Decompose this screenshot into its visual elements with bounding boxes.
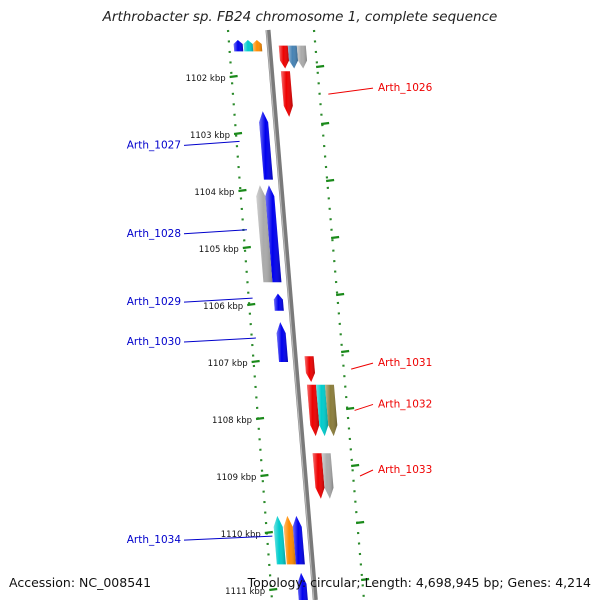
backbone-group — [265, 29, 318, 600]
gene-feature-shade — [321, 453, 334, 499]
ruler-tick-right — [345, 406, 355, 411]
map-title: Arthrobacter sp. FB24 chromosome 1, comp… — [102, 9, 498, 25]
backbone-line — [265, 29, 318, 600]
ruler-label: 1105 kbp — [199, 245, 239, 255]
ruler-tick-left — [251, 359, 260, 364]
ruler-tick-right — [315, 64, 325, 69]
ruler-tick-left — [238, 188, 247, 193]
ruler-tick-left — [233, 131, 243, 136]
gene-feature-shade — [259, 111, 273, 180]
gene-feature-shade — [287, 45, 299, 69]
ruler-label: 1110 kbp — [221, 530, 261, 540]
gene-label: Arth_1032 — [378, 398, 432, 410]
accession-label: Accession: NC_008541 — [9, 575, 152, 590]
gene-leader-line — [183, 140, 240, 146]
ruler-tick-right — [335, 292, 345, 297]
ruler-tick-left — [264, 530, 273, 535]
gene-leader-line — [354, 403, 374, 411]
ruler-tick-right — [355, 520, 365, 525]
ruler-tick-left — [242, 245, 251, 250]
gene-label: Arth_1026 — [378, 82, 433, 94]
ruler-label: 1111 kbp — [225, 587, 265, 597]
gene-leader-line — [183, 535, 273, 541]
ruler-label: 1109 kbp — [216, 473, 256, 483]
ruler-label: 1102 kbp — [186, 74, 226, 84]
ruler-label: 1108 kbp — [212, 416, 252, 426]
gene-feature-shade — [324, 384, 338, 437]
gene-feature-shade — [265, 185, 282, 283]
gene-label: Arth_1034 — [127, 534, 182, 546]
gene-leader-line — [351, 362, 374, 370]
ruler-tick-left — [260, 473, 269, 478]
ruler-tick-left — [255, 416, 265, 421]
ruler-dots — [226, 29, 366, 600]
ruler-tick-left — [269, 587, 278, 592]
gene-feature-shade — [297, 572, 308, 600]
ruler-tick-right — [350, 463, 360, 468]
gene-leader-line — [183, 229, 247, 235]
map-background — [223, 22, 378, 600]
gene-feature-shade — [306, 384, 320, 437]
gene-feature-shade — [292, 515, 305, 565]
left-ruler-dots — [226, 29, 274, 600]
gene-label: Arth_1027 — [127, 139, 181, 151]
gene-leader-line — [183, 297, 253, 303]
map-band — [223, 22, 378, 600]
gene-feature-shade — [278, 45, 290, 69]
gene-feature-shade — [304, 356, 315, 382]
topology-summary: Topology: circular; Length: 4,698,945 bp… — [247, 575, 591, 590]
gene-feature-shade — [280, 71, 293, 117]
gene-leader-line — [328, 87, 374, 95]
gene-leader-line — [183, 337, 256, 343]
ruler-tick-right — [325, 178, 335, 183]
gene-feature-shade — [296, 45, 308, 69]
gene-label: Arth_1030 — [127, 336, 181, 348]
ruler-tick-right — [360, 577, 370, 582]
right-ruler-dots — [312, 29, 366, 600]
gene-feature-shade — [233, 39, 244, 52]
ruler-label: 1104 kbp — [194, 188, 234, 198]
ruler-tick-right — [320, 121, 330, 126]
gene-feature-shade — [283, 515, 296, 565]
gene-feature-shade — [252, 39, 263, 52]
gene-feature-shade — [312, 453, 325, 499]
ruler-tick-right — [330, 235, 340, 240]
gene-feature-shade — [243, 39, 254, 52]
gene-leader-line — [359, 469, 374, 477]
gene-label: Arth_1031 — [378, 357, 432, 369]
gene-feature-shade — [273, 515, 286, 565]
gene-feature-shade — [256, 185, 273, 283]
backbone-highlight — [265, 29, 315, 600]
gene-features — [233, 39, 338, 600]
gene-label: Arth_1028 — [127, 228, 181, 240]
gene-label: Arth_1029 — [127, 296, 181, 308]
ruler-label: 1106 kbp — [203, 302, 243, 312]
gene-label: Arth_1033 — [378, 464, 432, 476]
gene-feature-shade — [273, 293, 284, 311]
gene-labels: Arth_1026 Arth_1027 Arth_1028 Arth_1029 Arth… — [127, 82, 433, 546]
ruler-ticks: 1102 kbp 1103 kbp 1104 kbp 1105 kbp 1106 kbp… — [186, 64, 370, 597]
gene-feature-shade — [315, 384, 329, 437]
ruler-label: 1103 kbp — [190, 131, 230, 141]
ruler-tick-right — [340, 349, 350, 354]
ruler-tick-left — [229, 74, 238, 79]
gene-feature-shade — [276, 322, 289, 362]
ruler-tick-left — [247, 302, 256, 307]
ruler-label: 1107 kbp — [208, 359, 248, 369]
